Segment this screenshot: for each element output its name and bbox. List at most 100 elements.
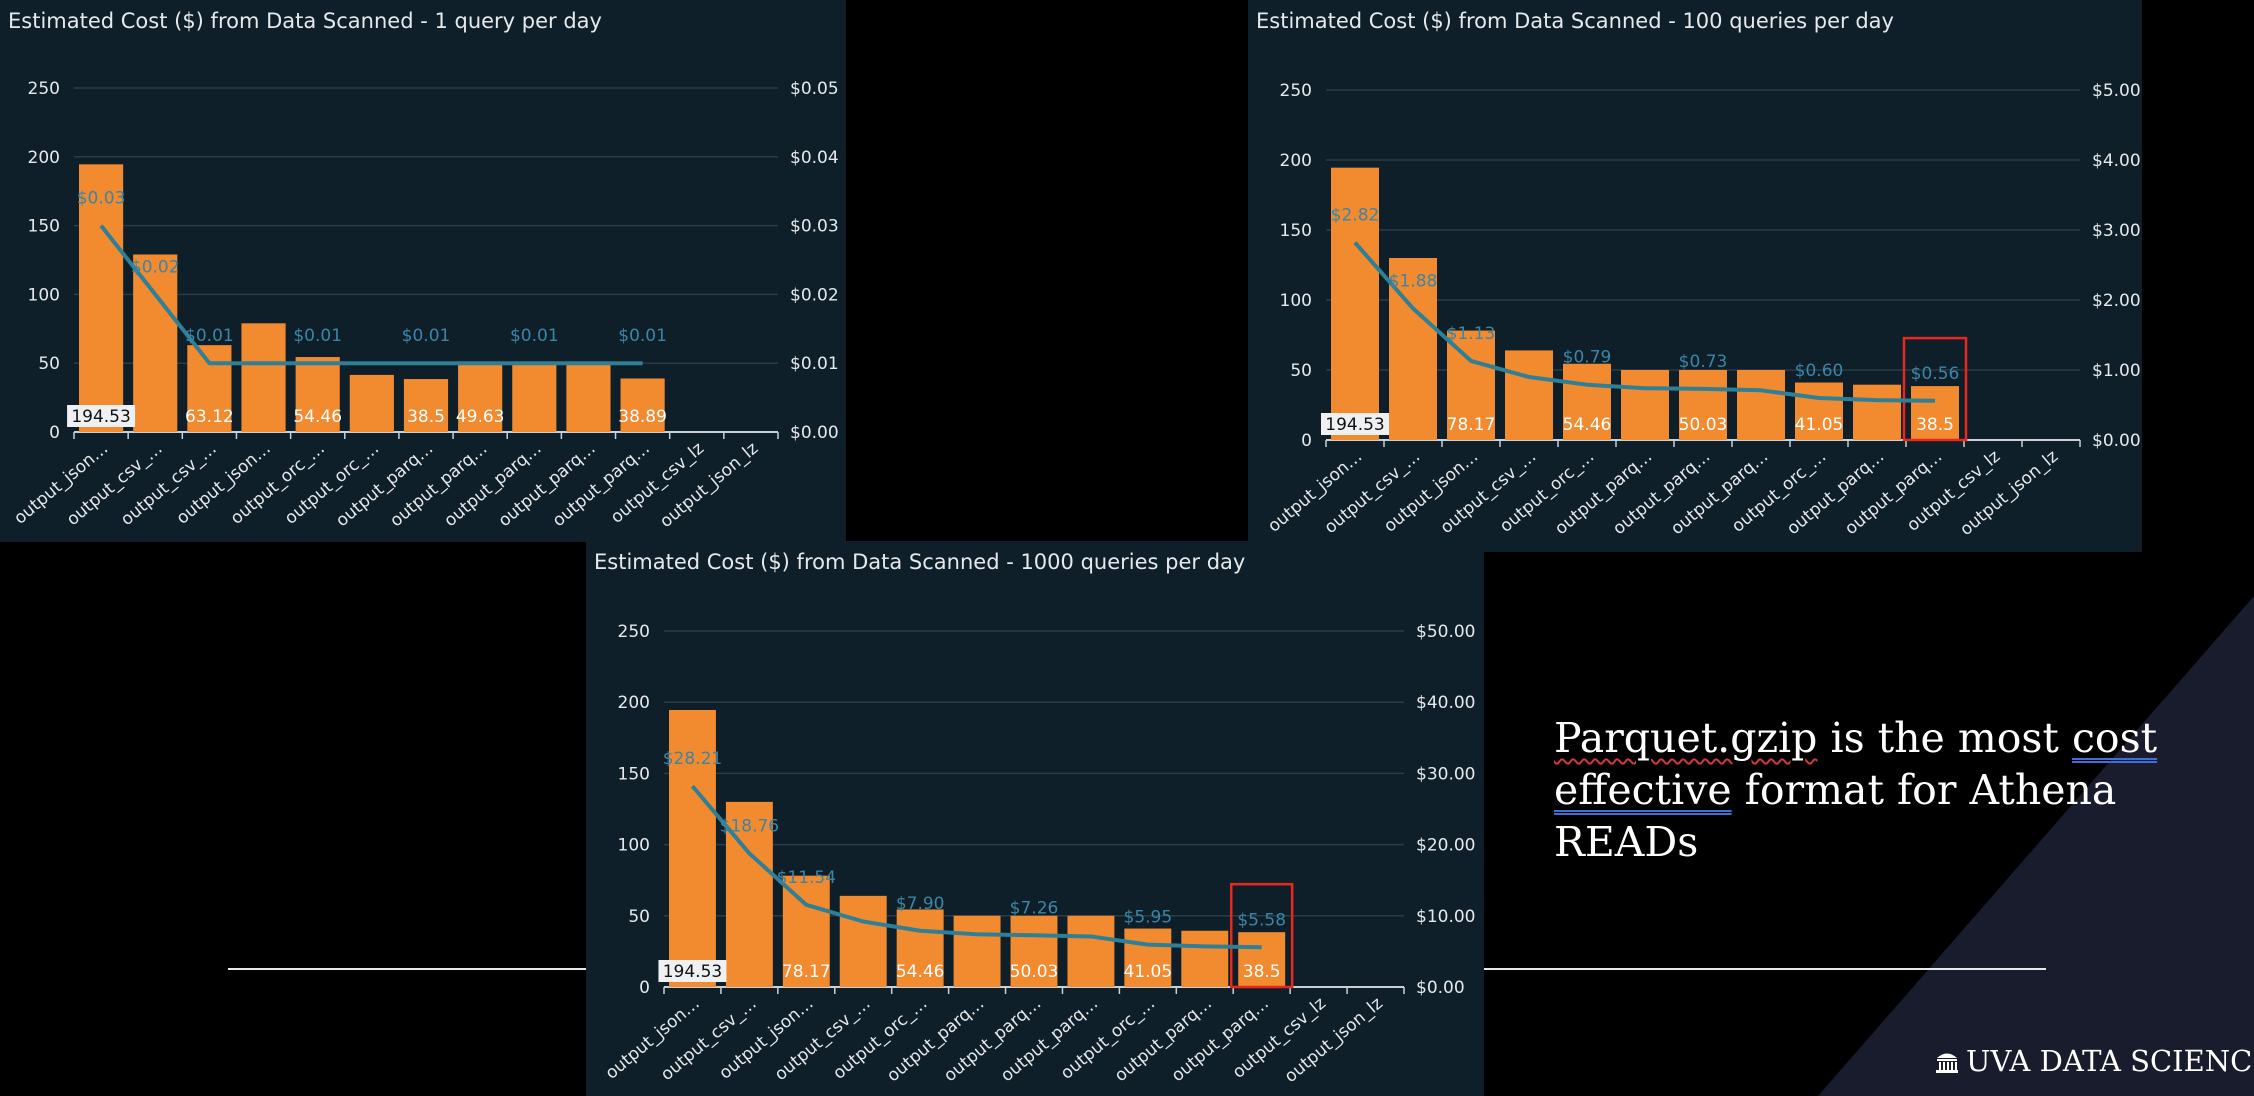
- highlight-box: [1229, 882, 1294, 989]
- cost-data-label: $0.79: [1563, 348, 1612, 368]
- y2-tick-label: $40.00: [1416, 693, 1475, 713]
- cost-data-label: $0.03: [77, 189, 126, 209]
- y2-tick-label: $0.00: [2092, 431, 2141, 451]
- bar: [1124, 928, 1172, 987]
- slide-tagline: Parquet.gzip is the most cost effective …: [1554, 712, 2214, 868]
- x-category-label: output_parq…: [1667, 447, 1772, 540]
- cost-data-label: $0.56: [1911, 364, 1960, 384]
- x-category-label: output_parq…: [883, 994, 988, 1087]
- x-category-label: output_parq…: [1841, 447, 1946, 540]
- chart-title: Estimated Cost ($) from Data Scanned - 1…: [8, 9, 602, 33]
- bar: [896, 909, 944, 987]
- y-tick-label: 50: [628, 907, 650, 927]
- cost-data-label: $0.73: [1679, 352, 1728, 372]
- bar-data-label: 41.05: [1795, 415, 1844, 435]
- x-category-label: output_parq…: [1783, 447, 1888, 540]
- chart-panel-1000-queries: Estimated Cost ($) from Data Scanned - 1…: [586, 541, 1484, 1096]
- y2-tick-label: $20.00: [1416, 836, 1475, 856]
- cost-data-label: $18.76: [720, 816, 779, 836]
- cost-data-label: $0.01: [510, 326, 559, 346]
- rotunda-icon: [1936, 1053, 1958, 1073]
- cost-data-label: $1.88: [1389, 271, 1438, 291]
- tagline-text-end: format for Athena READs: [1554, 766, 2117, 866]
- x-category-label: output_parq…: [386, 439, 491, 532]
- y-tick-label: 250: [28, 79, 60, 99]
- y-tick-label: 200: [28, 148, 60, 168]
- x-category-label: output_parq…: [332, 439, 437, 532]
- bar-data-label: 38.89: [618, 407, 667, 427]
- bar: [1621, 369, 1669, 440]
- bar: [79, 164, 124, 432]
- cost-data-label: $5.95: [1124, 908, 1173, 928]
- cost-data-label: $7.26: [1010, 898, 1059, 918]
- bar-data-label: 38.5: [1916, 415, 1954, 435]
- bar: [1181, 930, 1229, 987]
- cost-data-label: $0.01: [402, 326, 451, 346]
- x-category-label: output_orc_…: [227, 439, 329, 529]
- y-tick-label: 250: [618, 622, 650, 642]
- cost-data-label: $28.21: [663, 749, 722, 769]
- cost-data-label: $11.54: [777, 868, 836, 888]
- y2-tick-label: $1.00: [2092, 361, 2141, 381]
- bar-data-label: 78.17: [1447, 415, 1496, 435]
- x-category-label: output_csv_…: [117, 439, 221, 530]
- tagline-text: is the most: [1817, 714, 2072, 762]
- y2-tick-label: $0.02: [790, 285, 839, 305]
- y2-tick-label: $0.00: [790, 423, 839, 443]
- y2-tick-label: $10.00: [1416, 907, 1475, 927]
- y2-tick-label: $0.01: [790, 354, 839, 374]
- brand-logo: UVA DATA SCIENCE: [1934, 1044, 2254, 1078]
- y2-tick-label: $0.04: [790, 148, 839, 168]
- bar: [1911, 386, 1959, 440]
- chart-panel-1-query: Estimated Cost ($) from Data Scanned - 1…: [0, 0, 846, 542]
- y2-tick-label: $5.00: [2092, 81, 2141, 101]
- cost-line: [99, 224, 643, 366]
- bar: [295, 357, 340, 432]
- bar-data-label: 49.63: [456, 407, 505, 427]
- cost-data-label: $5.58: [1237, 910, 1286, 930]
- y2-tick-label: $0.05: [790, 79, 839, 99]
- tagline-format-name: Parquet.gzip: [1554, 714, 1818, 762]
- bar: [839, 895, 887, 987]
- y2-tick-label: $50.00: [1416, 622, 1475, 642]
- y-tick-label: 100: [28, 285, 60, 305]
- cost-data-label: $7.90: [896, 894, 945, 914]
- bar: [1853, 384, 1901, 440]
- chart-title: Estimated Cost ($) from Data Scanned - 1…: [594, 550, 1246, 574]
- bar: [1010, 915, 1058, 987]
- x-category-label: output_parq…: [441, 439, 546, 532]
- bar-label-bg: [67, 405, 136, 427]
- bar-data-label: 38.5: [407, 407, 445, 427]
- x-category-label: output_parq…: [1168, 994, 1273, 1087]
- bar-data-label: 194.53: [71, 407, 130, 427]
- x-category-label: output_parq…: [1111, 994, 1216, 1087]
- x-category-label: output_json…: [10, 439, 112, 529]
- x-category-label: output_csv_…: [657, 994, 761, 1085]
- y-tick-label: 200: [1280, 151, 1312, 171]
- x-category-label: output_parq…: [997, 994, 1102, 1087]
- y2-tick-label: $3.00: [2092, 221, 2141, 241]
- bar-data-label: 63.12: [185, 407, 234, 427]
- bar: [669, 709, 716, 987]
- bar-data-label: 54.46: [896, 962, 945, 982]
- x-category-label: output_parq…: [1551, 447, 1656, 540]
- y-tick-label: 50: [38, 354, 60, 374]
- bar-data-label: 54.46: [1563, 415, 1612, 435]
- y-tick-label: 250: [1280, 81, 1312, 101]
- bar: [1563, 363, 1611, 440]
- x-category-label: output_json_lz: [1956, 446, 2062, 539]
- bar-line-chart: 0 50 100 150 200 250 $0.00 $0.01 $0.02 $0.03 $0.04…: [10, 79, 839, 532]
- bar: [1067, 915, 1115, 987]
- tagline-cost: cost: [2071, 714, 2158, 762]
- cost-data-label: $0.01: [293, 326, 342, 346]
- cost-line: [1353, 241, 1936, 403]
- tagline-effective: effective: [1554, 766, 1732, 814]
- y2-tick-label: $0.00: [1416, 978, 1465, 998]
- y-tick-label: 50: [1290, 361, 1312, 381]
- y-tick-label: 100: [1280, 291, 1312, 311]
- bar-data-label: 194.53: [1325, 415, 1384, 435]
- bar: [566, 363, 611, 432]
- bar-data-label: 38.5: [1243, 962, 1281, 982]
- bar-label-bg: [1321, 413, 1389, 435]
